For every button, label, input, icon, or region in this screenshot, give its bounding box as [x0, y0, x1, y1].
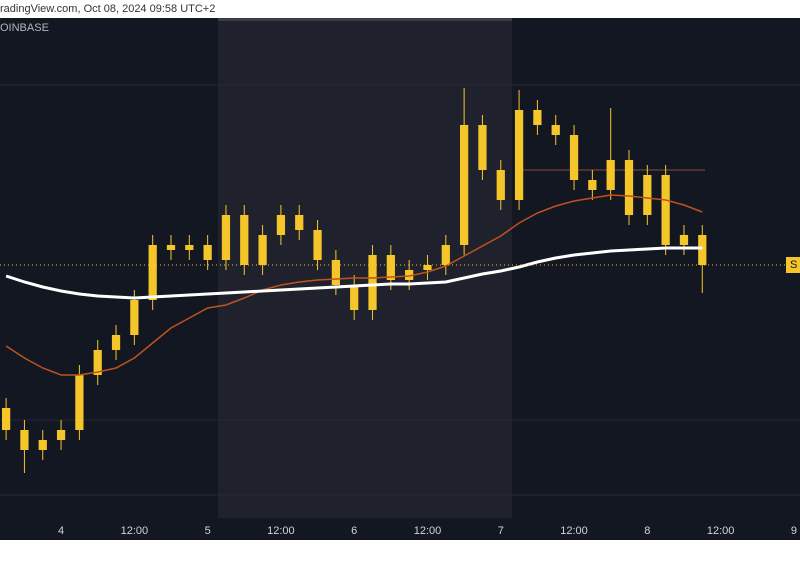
x-tick-label: 7: [498, 525, 504, 537]
candle-body: [606, 160, 615, 190]
candle-body: [533, 110, 542, 125]
candle-body: [166, 245, 176, 250]
x-tick-label: 12:00: [707, 525, 735, 537]
candle-body: [1, 408, 11, 430]
x-tick-label: 12:00: [267, 525, 295, 537]
candle-body: [441, 245, 450, 265]
session-band: [218, 18, 512, 518]
candle-body: [258, 235, 267, 265]
price-label: S: [790, 259, 797, 271]
x-tick-label: 12:00: [560, 525, 588, 537]
candle-body: [203, 245, 212, 260]
candle-body: [93, 350, 102, 375]
candle-body: [75, 375, 84, 430]
candle-body: [185, 245, 194, 250]
candle-body: [643, 175, 652, 215]
candle-body: [295, 215, 304, 230]
candle-body: [405, 270, 414, 280]
candle-body: [240, 215, 249, 265]
price-tag: [786, 257, 800, 273]
candle-body: [38, 440, 47, 450]
candle-body: [130, 300, 139, 335]
x-tick-label: 6: [351, 525, 357, 537]
x-tick-label: 8: [644, 525, 650, 537]
bottom-bar: [0, 540, 800, 566]
candle-body: [551, 125, 560, 135]
moving-average: [5, 246, 703, 300]
top-bar: [0, 0, 800, 18]
session-top: [218, 18, 512, 21]
candle-body: [331, 260, 340, 285]
candle-body: [698, 235, 707, 265]
candle-body: [478, 125, 487, 170]
x-tick-label: 12:00: [414, 525, 442, 537]
source: OINBASE: [0, 22, 49, 34]
candle-body: [679, 235, 689, 245]
candle-body: [148, 245, 157, 300]
x-tick-label: 5: [205, 525, 211, 537]
candle-body: [588, 180, 597, 190]
x-tick-label: 9: [791, 525, 797, 537]
candle-body: [423, 265, 432, 270]
candle-body: [460, 125, 469, 245]
candle-body: [313, 230, 322, 260]
candle-body: [276, 215, 286, 235]
candle-body: [20, 430, 29, 450]
x-tick-label: 12:00: [121, 525, 149, 537]
moving-average: [5, 194, 703, 376]
candle-body: [496, 170, 505, 200]
x-tick-label: 4: [58, 525, 64, 537]
candle-body: [386, 255, 395, 280]
candle-body: [661, 175, 670, 245]
header-text: radingView.com, Oct 08, 2024 09:58 UTC+2: [0, 3, 215, 15]
candle-body: [111, 335, 121, 350]
candle-body: [350, 285, 359, 310]
candle-body: [56, 430, 66, 440]
candle-body: [221, 215, 231, 260]
candle-body: [624, 160, 634, 215]
candle-body: [569, 135, 579, 180]
candle-body: [514, 110, 524, 200]
candle-body: [368, 255, 377, 310]
